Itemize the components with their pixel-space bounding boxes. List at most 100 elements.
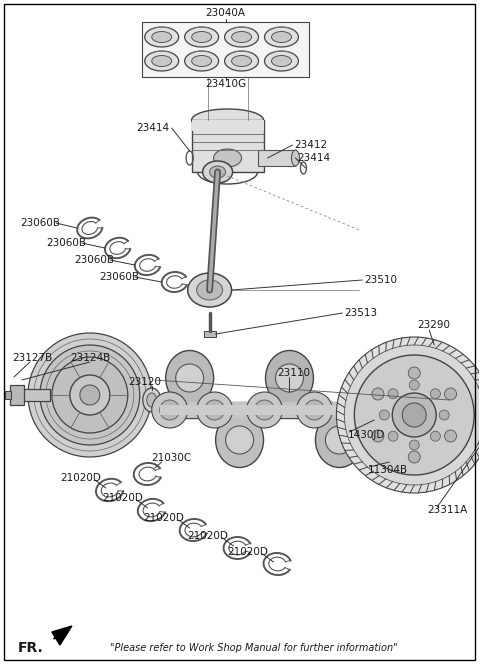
Ellipse shape <box>145 27 179 47</box>
Circle shape <box>160 400 180 420</box>
Bar <box>258 150 296 166</box>
Text: 21020D: 21020D <box>102 493 143 503</box>
Text: 23414: 23414 <box>137 123 170 133</box>
Text: 23127B: 23127B <box>12 353 52 363</box>
Text: 23124B: 23124B <box>70 353 110 363</box>
Ellipse shape <box>197 280 223 300</box>
Text: 23060B: 23060B <box>99 272 139 282</box>
Circle shape <box>444 388 456 400</box>
Circle shape <box>254 400 275 420</box>
Ellipse shape <box>291 150 300 166</box>
Ellipse shape <box>192 31 212 43</box>
Circle shape <box>372 388 384 400</box>
Bar <box>160 402 379 418</box>
Bar <box>18 389 50 401</box>
Text: 23060B: 23060B <box>74 255 114 265</box>
Ellipse shape <box>231 31 252 43</box>
Circle shape <box>388 432 398 441</box>
Circle shape <box>408 451 420 463</box>
Ellipse shape <box>214 149 241 167</box>
Circle shape <box>197 392 233 428</box>
Circle shape <box>336 337 480 493</box>
Circle shape <box>354 400 374 420</box>
Ellipse shape <box>166 351 214 405</box>
Text: 21020D: 21020D <box>188 531 228 541</box>
Ellipse shape <box>152 55 172 67</box>
Text: FR.: FR. <box>18 641 44 655</box>
Circle shape <box>40 345 140 445</box>
Bar <box>192 120 264 131</box>
Ellipse shape <box>203 161 233 183</box>
Circle shape <box>372 430 384 442</box>
Text: 23120: 23120 <box>128 377 161 387</box>
Circle shape <box>409 380 419 390</box>
Circle shape <box>379 410 389 420</box>
Ellipse shape <box>265 351 313 405</box>
Circle shape <box>297 392 332 428</box>
Circle shape <box>276 364 303 392</box>
Ellipse shape <box>185 51 218 71</box>
Ellipse shape <box>225 51 259 71</box>
Circle shape <box>176 364 204 392</box>
Circle shape <box>408 367 420 379</box>
Ellipse shape <box>147 393 156 407</box>
Bar <box>204 331 216 337</box>
Circle shape <box>204 400 225 420</box>
Circle shape <box>344 345 480 485</box>
Circle shape <box>226 426 253 454</box>
Circle shape <box>431 389 441 399</box>
Text: 21020D: 21020D <box>144 513 185 523</box>
Bar <box>192 120 264 172</box>
Polygon shape <box>52 626 72 645</box>
Bar <box>312 402 367 418</box>
Bar <box>142 22 310 77</box>
Bar <box>160 405 379 415</box>
Text: 23510: 23510 <box>364 275 397 285</box>
Bar <box>10 385 24 405</box>
Circle shape <box>402 403 426 427</box>
Text: 23513: 23513 <box>344 308 377 318</box>
Ellipse shape <box>185 27 218 47</box>
Text: 23040A: 23040A <box>205 8 246 18</box>
Text: 23412: 23412 <box>294 140 327 150</box>
Text: 23060B: 23060B <box>20 218 60 228</box>
Circle shape <box>152 392 188 428</box>
Ellipse shape <box>272 31 291 43</box>
Circle shape <box>431 432 441 441</box>
Ellipse shape <box>143 388 161 412</box>
Text: 11304B: 11304B <box>367 465 408 475</box>
Ellipse shape <box>188 273 231 307</box>
Circle shape <box>80 385 100 405</box>
Text: 21020D: 21020D <box>60 473 101 483</box>
Text: 21030C: 21030C <box>152 453 192 463</box>
Circle shape <box>325 426 353 454</box>
FancyArrowPatch shape <box>54 631 66 639</box>
Text: 23110: 23110 <box>277 368 311 378</box>
Circle shape <box>388 389 398 399</box>
Text: 23410G: 23410G <box>205 79 246 89</box>
Circle shape <box>392 393 436 437</box>
Circle shape <box>439 410 449 420</box>
Ellipse shape <box>216 413 264 468</box>
Bar <box>5 391 11 399</box>
Text: "Please refer to Work Shop Manual for further information": "Please refer to Work Shop Manual for fu… <box>110 643 397 653</box>
Text: 1430JD: 1430JD <box>348 430 385 440</box>
Ellipse shape <box>225 27 259 47</box>
Text: 23311A: 23311A <box>427 505 468 515</box>
Bar <box>212 402 267 418</box>
Circle shape <box>354 355 474 475</box>
Ellipse shape <box>264 51 299 71</box>
Bar <box>162 402 217 418</box>
Ellipse shape <box>210 166 226 178</box>
Text: 23290: 23290 <box>417 320 450 330</box>
Circle shape <box>52 357 128 433</box>
Circle shape <box>366 407 382 423</box>
Ellipse shape <box>192 109 264 131</box>
Circle shape <box>379 445 399 465</box>
Circle shape <box>304 400 324 420</box>
Ellipse shape <box>272 55 291 67</box>
Circle shape <box>444 430 456 442</box>
Circle shape <box>347 392 382 428</box>
Ellipse shape <box>315 413 363 468</box>
Ellipse shape <box>145 51 179 71</box>
